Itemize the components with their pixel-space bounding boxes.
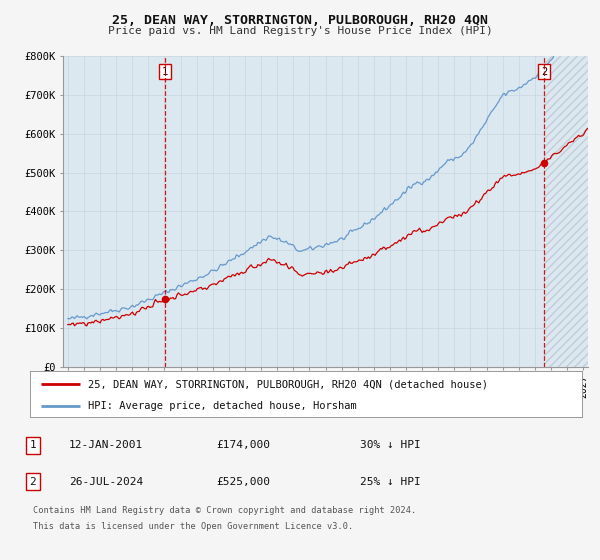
Text: 25, DEAN WAY, STORRINGTON, PULBOROUGH, RH20 4QN (detached house): 25, DEAN WAY, STORRINGTON, PULBOROUGH, R…: [88, 379, 488, 389]
Text: 26-JUL-2024: 26-JUL-2024: [69, 477, 143, 487]
Text: This data is licensed under the Open Government Licence v3.0.: This data is licensed under the Open Gov…: [33, 522, 353, 531]
Text: £525,000: £525,000: [216, 477, 270, 487]
Text: Contains HM Land Registry data © Crown copyright and database right 2024.: Contains HM Land Registry data © Crown c…: [33, 506, 416, 515]
Text: HPI: Average price, detached house, Horsham: HPI: Average price, detached house, Hors…: [88, 401, 357, 410]
Text: 2: 2: [29, 477, 37, 487]
Text: Price paid vs. HM Land Registry's House Price Index (HPI): Price paid vs. HM Land Registry's House …: [107, 26, 493, 36]
Text: 2: 2: [541, 67, 547, 77]
Text: 12-JAN-2001: 12-JAN-2001: [69, 440, 143, 450]
Text: 1: 1: [162, 67, 168, 77]
Text: 1: 1: [29, 440, 37, 450]
Bar: [544, 56, 588, 367]
Text: 30% ↓ HPI: 30% ↓ HPI: [360, 440, 421, 450]
Text: £174,000: £174,000: [216, 440, 270, 450]
Text: 25, DEAN WAY, STORRINGTON, PULBOROUGH, RH20 4QN: 25, DEAN WAY, STORRINGTON, PULBOROUGH, R…: [112, 14, 488, 27]
Text: 25% ↓ HPI: 25% ↓ HPI: [360, 477, 421, 487]
